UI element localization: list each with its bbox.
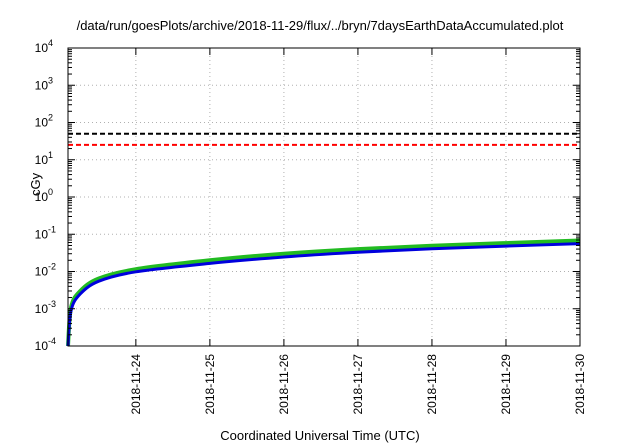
y-tick-label: 10	[35, 153, 49, 167]
y-tick-exponent: 3	[48, 75, 53, 85]
x-tick-label: 2018-11-25	[203, 354, 217, 415]
y-tick-exponent: 1	[48, 150, 53, 160]
x-tick-label: 2018-11-26	[277, 354, 291, 415]
x-tick-label: 2018-11-30	[573, 354, 587, 415]
y-tick-label: 10	[35, 190, 49, 204]
y-tick-label: 10	[35, 265, 49, 279]
y-tick-exponent: -1	[48, 224, 56, 234]
y-tick-exponent: -2	[48, 262, 56, 272]
x-tick-label: 2018-11-27	[351, 354, 365, 415]
x-tick-label: 2018-11-29	[499, 354, 513, 415]
y-tick-label: 10	[35, 41, 49, 55]
series-line-2	[66, 242, 581, 347]
x-axis-label: Coordinated Universal Time (UTC)	[220, 428, 420, 443]
y-tick-exponent: 4	[48, 38, 53, 48]
y-tick-label: 10	[35, 339, 49, 353]
y-tick-label: 10	[35, 78, 49, 92]
y-tick-exponent: -4	[48, 336, 56, 346]
y-tick-exponent: -3	[48, 299, 56, 309]
y-tick-label: 10	[35, 116, 49, 130]
chart-title: /data/run/goesPlots/archive/2018-11-29/f…	[76, 18, 564, 33]
y-tick-exponent: 0	[48, 187, 53, 197]
data-series	[66, 132, 581, 347]
y-tick-label: 10	[35, 302, 49, 316]
grid-lines	[68, 48, 580, 346]
x-tick-label: 2018-11-24	[129, 354, 143, 415]
y-tick-exponent: 2	[48, 113, 53, 123]
x-tick-label: 2018-11-28	[425, 354, 439, 415]
y-tick-label: 10	[35, 227, 49, 241]
series-line-1	[66, 238, 581, 347]
